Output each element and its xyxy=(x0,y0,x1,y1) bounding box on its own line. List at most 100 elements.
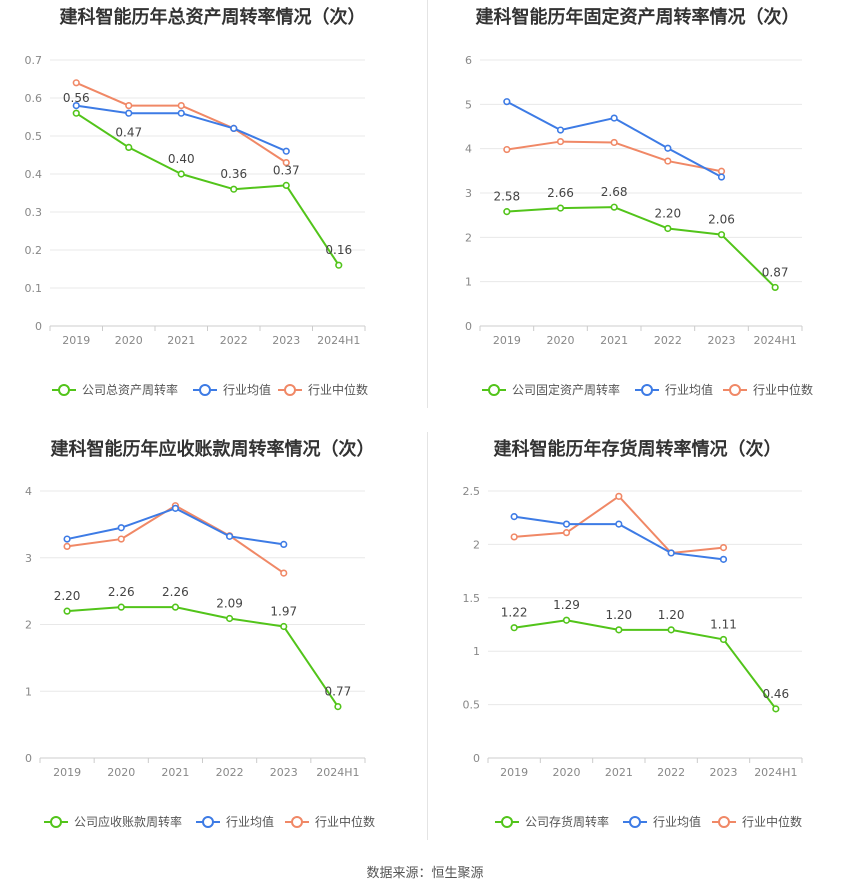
data-point-company xyxy=(72,109,80,117)
legend-label: 行业均值 xyxy=(665,382,713,397)
legend-item-avg: 行业均值 xyxy=(635,382,713,397)
data-point-company xyxy=(510,624,518,632)
data-label: 2.58 xyxy=(493,190,520,204)
data-point-company xyxy=(562,616,571,624)
legend-label: 行业中位数 xyxy=(742,814,802,829)
x-tick-label: 2022 xyxy=(220,334,248,347)
x-tick-label: 2020 xyxy=(107,766,135,779)
y-tick-label: 0.5 xyxy=(463,699,481,712)
legend-label: 行业均值 xyxy=(653,814,701,829)
data-point-avg xyxy=(667,549,675,557)
data-point-median xyxy=(510,533,518,541)
data-point-company xyxy=(771,283,779,292)
legend-marker xyxy=(284,384,296,396)
legend-label: 公司总资产周转率 xyxy=(82,382,178,397)
legend-marker xyxy=(501,816,513,828)
y-tick-label: 0.5 xyxy=(25,130,43,143)
series-line-avg xyxy=(66,507,284,546)
chart-inventory-turnover: 建科智能历年存货周转率情况（次） 0 0.5 1 1.5 2 2.5 2019 2020 202… xyxy=(425,432,850,864)
data-point-avg xyxy=(63,535,71,543)
x-tick-label: 2019 xyxy=(500,766,528,779)
data-point-avg xyxy=(72,101,80,110)
data-point-avg xyxy=(610,114,618,122)
data-point-company xyxy=(717,231,726,239)
y-tick-label: 2 xyxy=(25,619,32,632)
data-point-median xyxy=(615,492,623,500)
data-point-avg xyxy=(503,98,511,106)
legend-item-avg: 行业均值 xyxy=(193,382,271,397)
data-label: 0.56 xyxy=(63,91,90,105)
x-tick-label: 2024H1 xyxy=(316,766,359,779)
data-point-avg xyxy=(171,504,180,512)
chart-fixed-asset-turnover: 建科智能历年固定资产周转率情况（次） 0 1 2 3 4 5 6 2019 2020 2021 20… xyxy=(425,0,850,432)
chart-total-asset-turnover: 建科智能历年总资产周转率情况（次） 0 0.1 0.2 0.3 0.4 0.5 0.6 0.7… xyxy=(0,0,425,432)
data-label: 2.26 xyxy=(162,585,189,599)
y-tick-label: 1 xyxy=(25,685,32,698)
data-point-avg xyxy=(177,109,185,117)
legend-marker xyxy=(729,384,741,396)
x-tick-label: 2023 xyxy=(710,766,738,779)
y-tick-label: 3 xyxy=(465,187,472,200)
legend-item-median: 行业中位数 xyxy=(278,382,368,397)
chart-svg: 0 1 2 3 4 5 6 2019 2020 2021 2022 2023 2024H1 2.58 2.6… xyxy=(465,54,813,397)
legend-marker xyxy=(58,384,70,396)
legend-marker xyxy=(291,816,303,828)
chart-title: 建科智能历年总资产周转率情况（次） xyxy=(59,7,366,28)
data-label: 2.20 xyxy=(654,206,681,220)
series-line-company xyxy=(75,112,340,266)
y-tick-label: 6 xyxy=(465,54,472,67)
data-point-avg xyxy=(615,520,623,528)
data-point-avg xyxy=(510,513,518,521)
x-tick-label: 2022 xyxy=(654,334,682,347)
data-point-company xyxy=(610,203,618,211)
series-line-median xyxy=(75,81,287,164)
data-point-company xyxy=(667,626,675,634)
y-tick-label: 4 xyxy=(465,143,472,156)
legend-label: 行业均值 xyxy=(223,382,271,397)
legend-item-company: 公司总资产周转率 xyxy=(52,382,178,397)
legend-marker xyxy=(202,816,214,828)
y-tick-label: 1 xyxy=(473,645,480,658)
data-point-median xyxy=(719,544,728,552)
series-line-company xyxy=(67,606,339,708)
chart-svg: 0 1 2 3 4 2019 2020 2021 2022 2023 2024H1 2.20 2.26 2… xyxy=(25,485,375,829)
x-tick-label: 2023 xyxy=(708,334,736,347)
legend-item-company: 公司固定资产周转率 xyxy=(482,382,620,397)
data-label: 1.20 xyxy=(658,608,685,622)
data-label: 0.37 xyxy=(273,163,300,177)
legend-marker xyxy=(629,816,641,828)
y-tick-label: 1 xyxy=(465,276,472,289)
legend-marker xyxy=(199,384,211,396)
legend-label: 行业中位数 xyxy=(315,814,375,829)
data-label: 2.09 xyxy=(216,596,243,610)
data-label: 1.11 xyxy=(710,617,737,631)
legend-label: 公司存货周转率 xyxy=(525,814,609,829)
legend-item-median: 行业中位数 xyxy=(285,814,375,829)
data-point-company xyxy=(719,635,728,644)
y-tick-label: 2 xyxy=(465,231,472,244)
legend-item-avg: 行业均值 xyxy=(196,814,274,829)
data-point-company xyxy=(772,705,780,713)
chart-svg: 0 0.1 0.2 0.3 0.4 0.5 0.6 0.7 2019 2020 2021 2022 20… xyxy=(25,54,369,397)
data-point-median xyxy=(280,569,288,577)
x-tick-label: 2022 xyxy=(216,766,244,779)
data-point-avg xyxy=(230,124,238,132)
y-tick-label: 0.4 xyxy=(25,168,43,181)
data-point-median xyxy=(125,101,133,110)
data-point-avg xyxy=(282,147,290,155)
data-label: 1.97 xyxy=(270,605,297,619)
legend-marker xyxy=(488,384,500,396)
legend-marker xyxy=(718,816,730,828)
data-label: 0.47 xyxy=(115,125,142,139)
legend-item-company: 公司应收账款周转率 xyxy=(44,814,182,829)
y-tick-label: 0 xyxy=(473,752,480,765)
x-tick-label: 2021 xyxy=(161,766,189,779)
data-point-company xyxy=(225,614,234,623)
data-label: 1.29 xyxy=(553,598,580,612)
data-label: 0.36 xyxy=(220,167,247,181)
x-tick-label: 2024H1 xyxy=(317,334,360,347)
chart-svg: 0 0.5 1 1.5 2 2.5 2019 2020 2021 2022 2023 2024H1 1.… xyxy=(463,485,803,829)
data-point-company xyxy=(615,626,623,634)
x-tick-label: 2020 xyxy=(547,334,575,347)
data-point-median xyxy=(117,535,125,543)
